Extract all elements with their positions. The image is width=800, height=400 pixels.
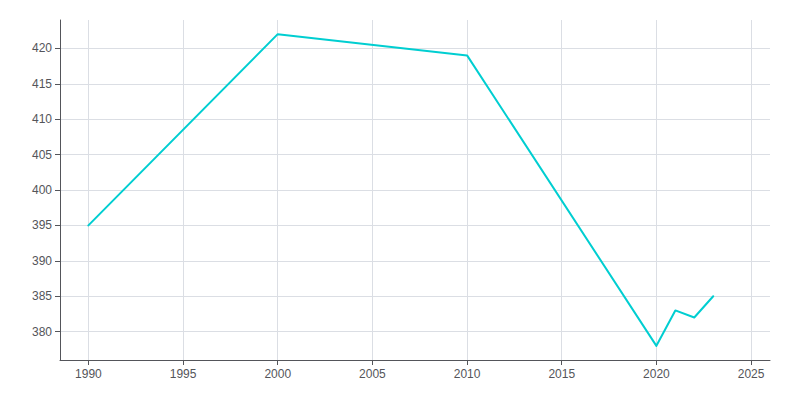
svg-text:395: 395 <box>32 218 52 232</box>
svg-text:415: 415 <box>32 77 52 91</box>
svg-text:1990: 1990 <box>75 367 102 381</box>
svg-text:390: 390 <box>32 254 52 268</box>
svg-text:410: 410 <box>32 112 52 126</box>
svg-text:380: 380 <box>32 325 52 339</box>
svg-text:400: 400 <box>32 183 52 197</box>
svg-text:2010: 2010 <box>454 367 481 381</box>
svg-text:1995: 1995 <box>170 367 197 381</box>
svg-text:2000: 2000 <box>264 367 291 381</box>
svg-text:2005: 2005 <box>359 367 386 381</box>
svg-text:2025: 2025 <box>738 367 765 381</box>
svg-text:420: 420 <box>32 41 52 55</box>
svg-text:2020: 2020 <box>643 367 670 381</box>
svg-text:405: 405 <box>32 148 52 162</box>
svg-text:385: 385 <box>32 289 52 303</box>
svg-text:2015: 2015 <box>548 367 575 381</box>
